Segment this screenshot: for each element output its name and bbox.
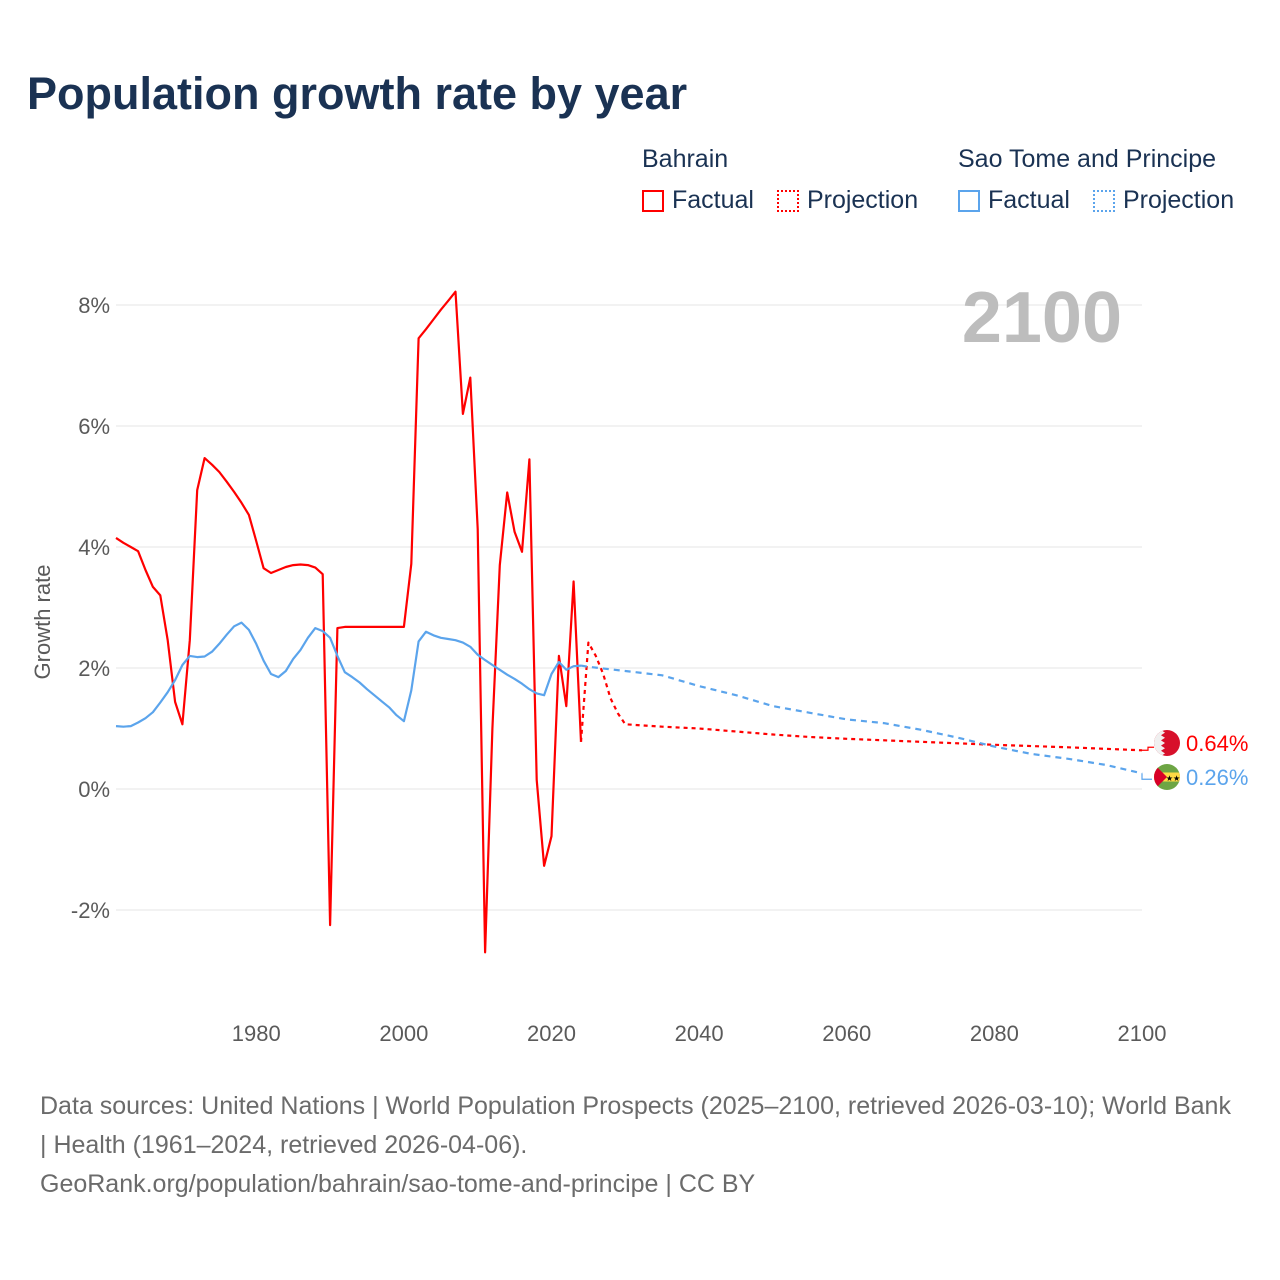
data-sources: Data sources: United Nations | World Pop… [40, 1092, 1231, 1159]
x-tick-label: 2040 [675, 1021, 724, 1046]
y-tick-label: 4% [78, 535, 110, 560]
series-line-bahrain-projection [579, 641, 1143, 752]
legend-bahrain-projection[interactable]: Projection [776, 186, 919, 215]
legend-label: Factual [672, 186, 754, 214]
x-tick-label: 2060 [822, 1021, 871, 1046]
legend-swatch [776, 189, 799, 212]
legend-swatch [642, 189, 664, 212]
series-line-sao-tome-and-principe-factual [115, 621, 582, 728]
legend-stp-projection[interactable]: Projection [1092, 186, 1235, 215]
x-tick-label: 2100 [1118, 1021, 1167, 1046]
footer: Data sources: United Nations | World Pop… [40, 1087, 1240, 1204]
y-tick-label: 0% [78, 777, 110, 802]
chart-title: Population growth rate by year [27, 68, 688, 119]
x-tick-label: 2000 [379, 1021, 428, 1046]
y-tick-label: 8% [78, 293, 110, 318]
year-watermark: 2100 [962, 278, 1122, 358]
end-label-connector [1141, 773, 1152, 780]
svg-text:★★: ★★ [1166, 774, 1180, 783]
end-label-sao-tome: 0.26% [1186, 765, 1248, 790]
end-label-connector [1142, 746, 1154, 751]
legend-bahrain-factual[interactable]: Factual [642, 186, 754, 215]
credit-link[interactable]: GeoRank.org/population/bahrain/sao-tome-… [40, 1170, 756, 1198]
chart-area: -2% 0% 2% 4% 6% 8% 1980 2000 2020 2040 2060 2080 210… [30, 278, 1248, 1046]
legend-group-name: Bahrain [642, 145, 729, 173]
y-tick-label: -2% [71, 898, 110, 923]
legend-label: Factual [988, 186, 1070, 214]
sao-tome-flag-icon: ★★ [1154, 764, 1180, 790]
series-line-bahrain-factual [115, 290, 583, 954]
legend-group-name: Sao Tome and Principe [958, 145, 1217, 173]
series-line-sao-tome-and-principe-projection [580, 664, 1143, 775]
end-label-bahrain: 0.64% [1186, 731, 1248, 756]
x-tick-label: 1980 [232, 1021, 281, 1046]
x-tick-label: 2080 [970, 1021, 1019, 1046]
y-tick-label: 6% [78, 414, 110, 439]
legend-sao-tome: Sao Tome and Principe Factual Projection [958, 145, 1234, 219]
x-tick-label: 2020 [527, 1021, 576, 1046]
y-tick-label: 2% [78, 656, 110, 681]
y-axis-label: Growth rate [30, 565, 55, 680]
legend-label: Projection [806, 186, 919, 214]
legend-label: Projection [1122, 186, 1235, 214]
legend-bahrain: Bahrain Factual Projection [642, 145, 934, 219]
legend-swatch [1092, 189, 1115, 212]
legend-stp-factual[interactable]: Factual [958, 186, 1070, 215]
legend-swatch [958, 189, 980, 212]
bahrain-flag-icon [1154, 730, 1180, 756]
